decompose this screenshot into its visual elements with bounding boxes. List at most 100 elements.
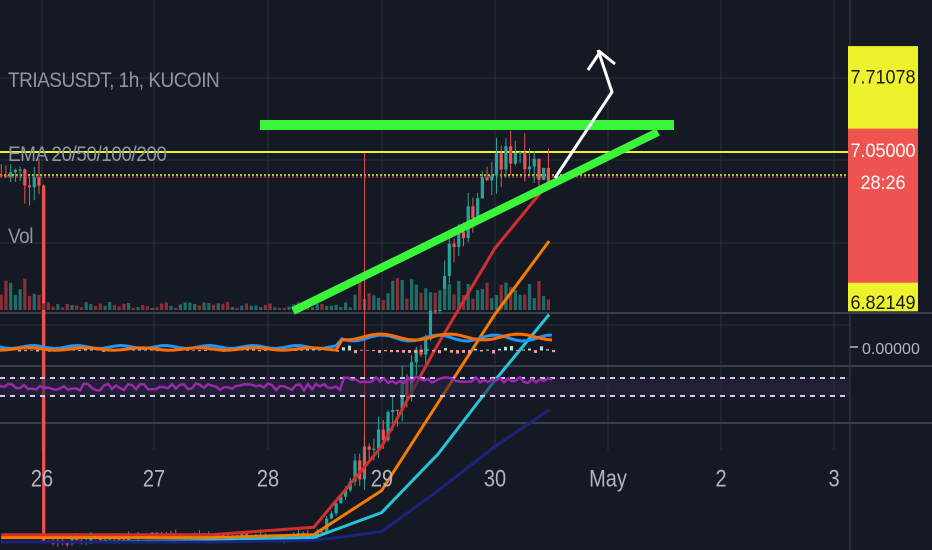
macd-hist-bar bbox=[504, 346, 507, 351]
macd-hist-bar bbox=[90, 349, 93, 351]
macd-signal-line bbox=[0, 332, 553, 352]
volume-bar bbox=[395, 278, 400, 310]
volume-bar bbox=[136, 307, 140, 310]
volume-bar bbox=[358, 278, 362, 310]
macd-hist-bar bbox=[366, 350, 369, 351]
volume-bar bbox=[244, 303, 249, 310]
ema-legend[interactable]: EMA 20/50/100/200 bbox=[8, 143, 167, 167]
volume-bar bbox=[381, 299, 385, 310]
macd-hist-bar bbox=[516, 350, 519, 351]
macd-hist-bar bbox=[24, 350, 27, 352]
candle-body bbox=[9, 172, 13, 177]
volume-bar bbox=[240, 305, 244, 310]
macd-hist-bar bbox=[312, 348, 315, 351]
volume-bar bbox=[230, 306, 234, 310]
volume-bar bbox=[84, 302, 88, 310]
volume-bar bbox=[259, 307, 263, 310]
x-tick-26: 26 bbox=[30, 466, 54, 493]
x-tick-29: 29 bbox=[370, 466, 394, 493]
symbol-legend[interactable]: TRIASUSDT, 1h, KUCOIN bbox=[8, 69, 220, 93]
price-tag-current: 7.05000 28:26 bbox=[848, 128, 918, 292]
macd-hist-bar bbox=[528, 348, 531, 351]
x-tick-3: 3 bbox=[828, 466, 840, 493]
volume-bar bbox=[400, 279, 404, 310]
ema-line-ema50 bbox=[1, 240, 551, 540]
candle-body bbox=[532, 158, 536, 167]
macd-hist-bar bbox=[438, 350, 441, 354]
volume-bar bbox=[504, 282, 508, 310]
volume-bar bbox=[18, 289, 22, 310]
x-tick-27: 27 bbox=[142, 466, 166, 493]
volume-bar bbox=[542, 295, 546, 310]
candle-body bbox=[424, 339, 428, 355]
macd-hist-bar bbox=[396, 350, 399, 353]
volume-bar bbox=[546, 299, 550, 310]
macd-hist-bar bbox=[546, 349, 549, 351]
candle-body bbox=[372, 448, 376, 450]
volume-bar bbox=[457, 280, 461, 310]
candle-body bbox=[499, 153, 503, 170]
macd-hist-bar bbox=[522, 349, 525, 351]
vol-legend[interactable]: Vol bbox=[8, 225, 33, 249]
candle-body bbox=[471, 206, 475, 218]
volume-bar bbox=[367, 293, 371, 310]
volume-bar bbox=[490, 298, 494, 310]
volume-bar bbox=[75, 305, 79, 310]
candle-body bbox=[391, 409, 395, 413]
rsi-line bbox=[0, 375, 553, 393]
candle-body bbox=[419, 349, 423, 355]
candle-body bbox=[27, 185, 32, 188]
candle-body bbox=[509, 146, 513, 164]
volume-bar bbox=[452, 294, 456, 310]
candle-body bbox=[18, 169, 22, 171]
macd-hist-bar bbox=[402, 350, 405, 353]
candle-body bbox=[376, 429, 381, 449]
volume-bar bbox=[518, 294, 522, 310]
volume-bar bbox=[46, 302, 51, 310]
projection-arrowhead bbox=[586, 49, 616, 71]
projection-arrow bbox=[553, 49, 614, 179]
volume-bar bbox=[466, 283, 470, 310]
macd-hist-bar bbox=[390, 350, 393, 353]
macd-hist-bar bbox=[192, 350, 195, 351]
volume-bar bbox=[353, 294, 357, 310]
macd-hist-bar bbox=[36, 350, 39, 352]
volume-bar bbox=[174, 307, 178, 310]
candle-body bbox=[4, 175, 8, 177]
x-tick-30: 30 bbox=[483, 466, 507, 493]
volume-bar bbox=[4, 280, 8, 310]
macd-hist-bar bbox=[456, 350, 459, 354]
volume-bar bbox=[226, 302, 230, 310]
volume-bar bbox=[480, 289, 484, 310]
macd-hist-bar bbox=[432, 350, 435, 352]
candle-body bbox=[315, 531, 319, 537]
candle-body bbox=[329, 513, 334, 519]
volume-bar bbox=[339, 307, 343, 310]
volume-bar bbox=[310, 307, 315, 310]
volume-bar bbox=[42, 303, 46, 310]
rsi-band bbox=[0, 378, 850, 396]
volume-bar bbox=[263, 304, 267, 310]
price-tag-upper-label: 7.71078 bbox=[850, 65, 916, 88]
macd-hist-bar bbox=[378, 350, 381, 353]
candle-body bbox=[221, 535, 225, 537]
volume-bar bbox=[391, 280, 395, 310]
volume-bar bbox=[70, 305, 74, 310]
candle-body bbox=[504, 146, 508, 170]
candle-body bbox=[70, 536, 74, 544]
candle-body bbox=[518, 152, 522, 154]
macd-hist-bar bbox=[342, 347, 345, 351]
volume-bar bbox=[202, 302, 206, 310]
volume-bar bbox=[169, 305, 173, 310]
macd-hist-bar bbox=[474, 348, 477, 351]
volume-bar bbox=[0, 294, 3, 310]
trendline-drawing-inner bbox=[329, 178, 561, 295]
candle-body bbox=[428, 310, 433, 340]
macd-hist-bar bbox=[264, 350, 267, 351]
volume-bar bbox=[499, 284, 503, 310]
volume-bar bbox=[216, 303, 220, 310]
volume-bar bbox=[476, 290, 480, 310]
macd-hist-bar bbox=[426, 349, 429, 351]
candle-body bbox=[443, 276, 447, 297]
